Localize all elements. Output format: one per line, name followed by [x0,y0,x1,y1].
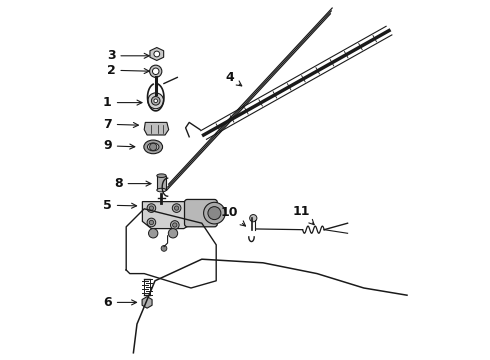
Circle shape [174,206,179,210]
Circle shape [204,202,225,224]
Text: 4: 4 [225,71,242,86]
Circle shape [149,206,153,210]
Polygon shape [144,122,169,135]
Circle shape [151,96,160,105]
Text: 10: 10 [220,206,245,226]
Text: 11: 11 [293,205,314,225]
Circle shape [172,223,177,227]
Polygon shape [142,297,152,308]
Polygon shape [157,176,166,190]
Text: 9: 9 [103,139,135,152]
Text: 7: 7 [103,118,138,131]
Circle shape [172,204,181,212]
Text: 2: 2 [107,64,149,77]
Ellipse shape [147,143,159,151]
Circle shape [149,220,153,225]
Circle shape [148,93,164,109]
Circle shape [250,215,257,222]
Circle shape [147,218,156,227]
Text: 5: 5 [103,199,137,212]
Ellipse shape [157,174,166,177]
Circle shape [152,68,159,75]
Text: 3: 3 [107,49,149,62]
Circle shape [149,143,157,150]
Text: 1: 1 [103,96,142,109]
Circle shape [169,229,178,238]
FancyBboxPatch shape [185,199,217,227]
Text: 8: 8 [114,177,151,190]
Polygon shape [143,202,193,229]
Ellipse shape [144,140,163,154]
Circle shape [154,99,157,103]
Circle shape [149,65,162,77]
Circle shape [148,229,158,238]
Circle shape [147,204,156,212]
Text: 6: 6 [103,296,137,309]
Circle shape [208,207,221,220]
Ellipse shape [157,188,166,192]
Circle shape [161,246,167,251]
Circle shape [154,51,160,57]
Polygon shape [150,48,164,60]
Circle shape [171,221,179,229]
